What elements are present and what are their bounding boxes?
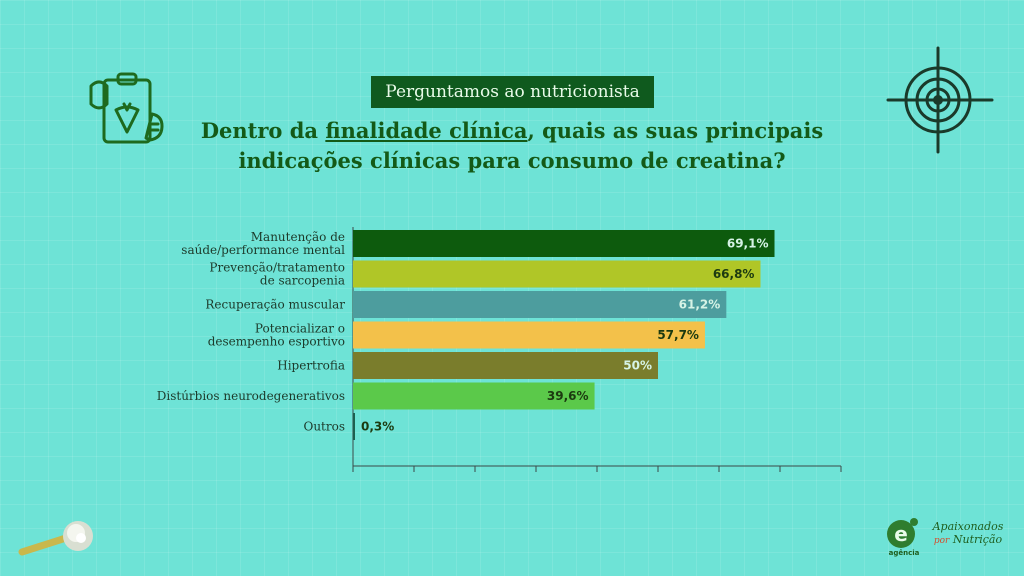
bar-4 [353,321,705,349]
category-label: Potencializar o [255,322,345,336]
scoop-powder-icon [18,521,93,556]
value-label: 66,8% [713,267,755,281]
page-title: Dentro da finalidade clínica, quais as s… [150,116,874,176]
value-label: 50% [623,359,652,373]
clipboard-carrot-icon [89,72,164,144]
agency-logo-letter: e [894,522,908,546]
agency-logo: e agência [884,516,924,560]
title-underlined: finalidade clínica [325,118,528,143]
bar-7 [353,413,355,440]
brand-accent: por [933,536,950,546]
category-label: Hipertrofia [277,359,345,373]
category-label: Outros [303,420,345,434]
value-label: 0,3% [361,420,394,434]
title-suffix: , quais as suas principais indicações cl… [238,118,824,173]
category-label: desempenho esportivo [208,335,345,349]
category-label: Recuperação muscular [205,298,345,312]
target-icon [886,46,994,154]
category-label: de sarcopenia [260,274,345,288]
category-label: Prevenção/tratamento [209,261,345,275]
bar-6 [353,382,595,410]
bar-3 [353,291,727,318]
bar-2 [353,260,761,288]
category-label: saúde/performance mental [181,243,345,257]
value-label: 57,7% [657,328,699,342]
bar-1 [353,230,775,257]
bar-5 [353,352,658,379]
category-label: Manutenção de [251,230,345,244]
category-label: Distúrbios neurodegenerativos [157,389,345,403]
value-label: 61,2% [679,298,721,312]
header-badge: Perguntamos ao nutricionista [371,76,654,108]
brand-line-1: Apaixonados [932,520,1004,533]
brand-line-2: Nutrição [952,533,1003,546]
value-label: 69,1% [727,237,769,251]
brand-logo: Apaixonados por Nutrição [930,520,1006,548]
title-prefix: Dentro da [200,118,326,143]
agency-caption: agência [888,549,920,557]
value-label: 39,6% [547,389,589,403]
